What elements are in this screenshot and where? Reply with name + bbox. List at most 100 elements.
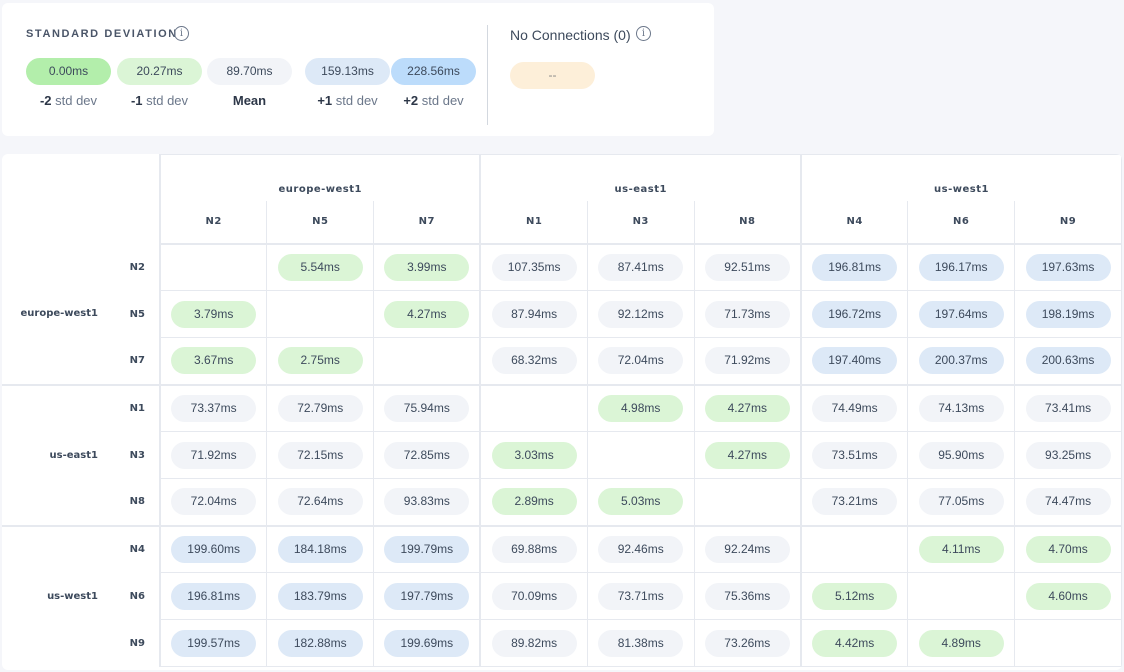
latency-pill[interactable]: 199.69ms — [384, 629, 470, 657]
latency-pill[interactable]: 184.18ms — [277, 535, 363, 563]
latency-pill[interactable]: 75.36ms — [704, 582, 790, 610]
latency-pill[interactable]: 93.83ms — [384, 488, 470, 516]
column-region-header: us-east1 — [479, 154, 802, 201]
latency-pill[interactable]: 69.88ms — [491, 535, 577, 563]
latency-pill[interactable]: 196.72ms — [812, 300, 898, 328]
latency-pill[interactable]: 5.03ms — [598, 488, 684, 516]
row-node-header: N9 — [129, 637, 145, 649]
latency-pill[interactable]: 93.25ms — [1025, 441, 1111, 469]
latency-cell: 3.67ms — [159, 337, 268, 385]
latency-pill[interactable]: 5.54ms — [277, 253, 363, 281]
latency-pill[interactable]: 4.89ms — [918, 629, 1004, 657]
latency-pill[interactable]: 3.99ms — [384, 253, 470, 281]
legend-text: std dev — [421, 93, 464, 108]
latency-pill[interactable]: 197.64ms — [918, 300, 1004, 328]
latency-pill[interactable]: 74.49ms — [812, 394, 898, 422]
latency-pill[interactable]: 68.32ms — [491, 347, 577, 375]
latency-pill[interactable]: 92.51ms — [704, 253, 790, 281]
latency-pill[interactable]: 81.38ms — [598, 629, 684, 657]
latency-pill[interactable]: 4.42ms — [812, 629, 898, 657]
latency-pill[interactable]: 4.60ms — [1025, 582, 1111, 610]
latency-pill[interactable]: 92.12ms — [598, 300, 684, 328]
latency-pill[interactable]: 4.11ms — [918, 535, 1004, 563]
latency-cell: 4.70ms — [1014, 524, 1122, 573]
latency-pill[interactable]: 92.46ms — [598, 535, 684, 563]
latency-pill[interactable]: 200.63ms — [1025, 347, 1111, 375]
latency-pill[interactable]: 196.17ms — [918, 253, 1004, 281]
latency-pill[interactable]: 72.79ms — [277, 394, 363, 422]
latency-pill[interactable]: 199.79ms — [384, 535, 470, 563]
latency-cell — [586, 431, 695, 479]
latency-pill[interactable]: 197.79ms — [384, 582, 470, 610]
legend-label: +2 std dev — [391, 93, 476, 108]
latency-pill[interactable]: 72.85ms — [384, 441, 470, 469]
legend-label: +1 std dev — [305, 93, 390, 108]
latency-pill[interactable]: 89.82ms — [491, 629, 577, 657]
latency-pill[interactable]: 2.89ms — [491, 488, 577, 516]
latency-cell: 93.25ms — [1014, 431, 1122, 479]
latency-pill[interactable]: 73.37ms — [171, 394, 257, 422]
latency-pill[interactable]: 199.60ms — [171, 535, 257, 563]
legend-text: std dev — [146, 93, 189, 108]
latency-pill[interactable]: 3.67ms — [171, 347, 257, 375]
latency-pill[interactable]: 4.27ms — [704, 441, 790, 469]
latency-pill[interactable]: 198.19ms — [1025, 300, 1111, 328]
latency-pill[interactable]: 70.09ms — [491, 582, 577, 610]
latency-cell: 196.17ms — [907, 243, 1016, 291]
latency-pill[interactable]: 95.90ms — [918, 441, 1004, 469]
latency-pill[interactable]: 199.57ms — [171, 629, 257, 657]
latency-pill[interactable]: 200.37ms — [918, 347, 1004, 375]
latency-pill[interactable]: 197.63ms — [1025, 253, 1111, 281]
legend-item: 0.00ms -2 std dev — [26, 58, 111, 108]
latency-pill[interactable]: 182.88ms — [277, 629, 363, 657]
latency-cell: 89.82ms — [479, 619, 588, 667]
latency-cell: 4.98ms — [586, 383, 695, 432]
latency-pill[interactable]: 72.04ms — [171, 488, 257, 516]
latency-cell — [693, 478, 802, 526]
latency-pill[interactable]: 72.15ms — [277, 441, 363, 469]
latency-pill[interactable]: 2.75ms — [277, 347, 363, 375]
latency-pill[interactable]: 196.81ms — [812, 253, 898, 281]
latency-pill[interactable]: 71.73ms — [704, 300, 790, 328]
latency-cell — [1014, 619, 1122, 667]
latency-pill[interactable]: 92.24ms — [704, 535, 790, 563]
latency-pill[interactable]: 87.41ms — [598, 253, 684, 281]
latency-pill[interactable]: 5.12ms — [812, 582, 898, 610]
latency-pill[interactable]: 3.79ms — [171, 300, 257, 328]
latency-pill[interactable]: 73.26ms — [704, 629, 790, 657]
latency-pill[interactable]: 75.94ms — [384, 394, 470, 422]
row-region-header: us-east1 — [2, 383, 102, 526]
latency-pill[interactable]: 71.92ms — [704, 347, 790, 375]
info-icon[interactable]: i — [636, 26, 651, 41]
latency-cell: 92.12ms — [586, 290, 695, 338]
latency-pill[interactable]: 74.13ms — [918, 394, 1004, 422]
latency-pill[interactable]: 73.41ms — [1025, 394, 1111, 422]
latency-pill[interactable]: 3.03ms — [491, 441, 577, 469]
latency-pill[interactable]: 4.27ms — [384, 300, 470, 328]
latency-pill[interactable]: 4.70ms — [1025, 535, 1111, 563]
info-icon[interactable]: i — [174, 26, 189, 41]
latency-pill[interactable]: 196.81ms — [171, 582, 257, 610]
legend-pill: 20.27ms — [117, 58, 202, 85]
latency-pill[interactable]: 73.51ms — [812, 441, 898, 469]
latency-pill[interactable]: 4.27ms — [704, 394, 790, 422]
latency-pill[interactable]: 87.94ms — [491, 300, 577, 328]
latency-pill[interactable]: 77.05ms — [918, 488, 1004, 516]
latency-cell: 199.57ms — [159, 619, 268, 667]
latency-pill[interactable]: 107.35ms — [491, 253, 577, 281]
latency-cell — [799, 524, 909, 573]
latency-pill[interactable]: 197.40ms — [812, 347, 898, 375]
latency-pill[interactable]: 74.47ms — [1025, 488, 1111, 516]
latency-pill[interactable]: 71.92ms — [171, 441, 257, 469]
latency-cell: 4.89ms — [907, 619, 1016, 667]
latency-pill[interactable]: 73.71ms — [598, 582, 684, 610]
latency-pill[interactable]: 4.98ms — [598, 394, 684, 422]
latency-pill[interactable]: 72.64ms — [277, 488, 363, 516]
latency-pill[interactable]: 183.79ms — [277, 582, 363, 610]
latency-cell: 199.69ms — [373, 619, 481, 667]
legend-label: -2 std dev — [26, 93, 111, 108]
latency-pill[interactable]: 73.21ms — [812, 488, 898, 516]
latency-cell: 3.99ms — [373, 243, 481, 291]
legend-title: STANDARD DEVIATION — [26, 28, 178, 40]
latency-pill[interactable]: 72.04ms — [598, 347, 684, 375]
